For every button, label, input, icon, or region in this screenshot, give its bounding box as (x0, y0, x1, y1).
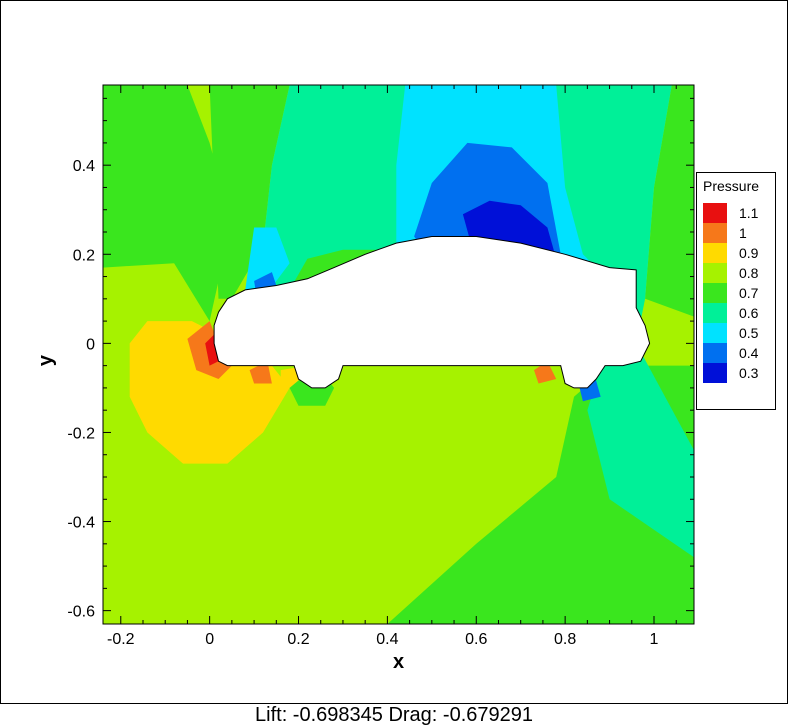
legend-swatch (703, 223, 727, 243)
y-tick-label: -0.2 (67, 425, 95, 442)
contour-region-1-17 (534, 361, 557, 384)
contour-region-0_9-11 (129, 321, 290, 464)
legend-label: 1 (739, 225, 747, 241)
x-tick-label: 1 (650, 631, 659, 648)
contour-region-0_7-2 (645, 85, 694, 317)
legend-label: 0.3 (739, 365, 759, 381)
contour-region-0_7-1 (209, 85, 290, 299)
x-tick-label: 0 (205, 631, 214, 648)
legend-label: 0.9 (739, 245, 759, 261)
x-tick-label: -0.2 (107, 631, 135, 648)
legend-swatch (703, 303, 727, 323)
legend-swatch (703, 363, 727, 383)
y-tick-label: -0.4 (67, 515, 95, 532)
x-tick-label: 0.6 (465, 631, 487, 648)
legend-label: 0.6 (739, 305, 759, 321)
axis-ticks: -0.2 0 0.2 0.4 0.6 0.8 1 -0.6 -0.4 -0.2 0 0.2 0.4 (67, 85, 694, 648)
legend-swatch (703, 283, 727, 303)
x-tick-label: 0.8 (554, 631, 576, 648)
y-tick-label: 0 (86, 336, 95, 353)
legend-title: Pressure (703, 178, 760, 194)
legend-label: 0.4 (739, 345, 759, 361)
y-axis-label: y (35, 354, 57, 366)
x-tick-label: 0.2 (287, 631, 309, 648)
legend-swatch (703, 203, 727, 223)
legend-swatch (703, 243, 727, 263)
legend-label: 0.8 (739, 265, 759, 281)
legend-swatch (703, 343, 727, 363)
legend-swatch (703, 263, 727, 283)
legend-label: 0.5 (739, 325, 759, 341)
y-tick-label: -0.6 (67, 604, 95, 621)
legend-label: 0.7 (739, 285, 759, 301)
pressure-legend: Pressure 1.1 1 0.9 0.8 0.7 0.6 0.5 0.4 0.3 (696, 172, 776, 410)
pressure-contour-plot: -0.2 0 0.2 0.4 0.6 0.8 1-0.6-0.4-0.200.20.4 x … (35, 84, 695, 673)
legend-swatch (703, 323, 727, 343)
legend-label: 1.1 (739, 205, 759, 221)
y-tick-label: 0.2 (73, 247, 95, 264)
y-tick-label: 0.4 (73, 158, 95, 175)
axes-box (102, 84, 695, 625)
lift-drag-caption: Lift: -0.698345 Drag: -0.679291 (255, 704, 533, 726)
x-tick-label: 0.4 (376, 631, 398, 648)
car-body-outline (213, 236, 651, 389)
contour-region-0_7-0 (103, 85, 228, 322)
contour-region-1-14 (249, 361, 272, 384)
x-axis-label: x (393, 651, 404, 673)
